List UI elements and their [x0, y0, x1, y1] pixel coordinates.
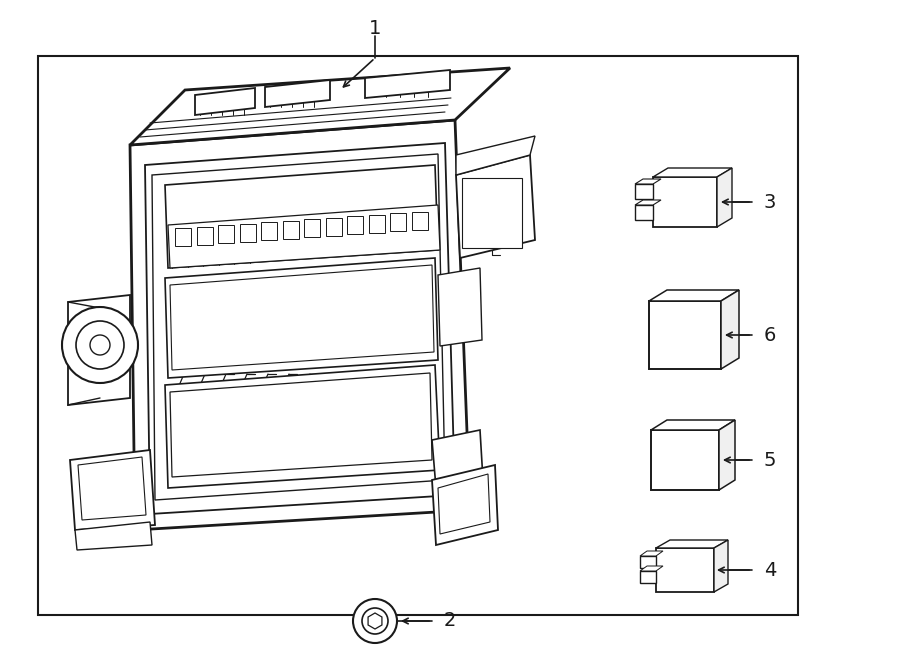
Polygon shape [649, 290, 739, 301]
Polygon shape [456, 136, 535, 175]
Circle shape [353, 599, 397, 643]
Polygon shape [635, 179, 661, 184]
Polygon shape [651, 430, 719, 490]
Polygon shape [265, 80, 330, 107]
Bar [390, 213, 406, 231]
Polygon shape [152, 154, 445, 500]
Circle shape [362, 608, 388, 634]
Polygon shape [656, 548, 714, 592]
Polygon shape [640, 556, 656, 568]
Polygon shape [635, 184, 653, 199]
Polygon shape [130, 68, 510, 145]
Polygon shape [165, 365, 440, 488]
Polygon shape [640, 551, 663, 556]
Text: 4: 4 [764, 561, 776, 579]
Polygon shape [165, 258, 438, 378]
Polygon shape [70, 450, 155, 530]
Bar [196, 226, 212, 244]
Polygon shape [165, 165, 438, 268]
Polygon shape [365, 70, 450, 98]
Polygon shape [653, 168, 732, 177]
Polygon shape [649, 301, 721, 369]
Polygon shape [130, 120, 470, 530]
Polygon shape [168, 205, 440, 268]
Polygon shape [456, 155, 535, 258]
Text: 3: 3 [764, 193, 776, 211]
Polygon shape [438, 268, 482, 346]
Polygon shape [170, 265, 434, 370]
Bar [38, 56, 798, 615]
Text: 6: 6 [764, 326, 776, 344]
Bar [283, 220, 299, 238]
Polygon shape [640, 571, 656, 583]
Bar [218, 225, 234, 243]
Polygon shape [656, 540, 728, 548]
Bar [347, 216, 363, 234]
Polygon shape [438, 474, 490, 534]
Text: 2: 2 [444, 612, 456, 630]
Text: 5: 5 [764, 451, 776, 469]
Bar [261, 222, 277, 240]
Polygon shape [721, 290, 739, 369]
Polygon shape [651, 420, 735, 430]
Bar [239, 224, 256, 242]
Polygon shape [432, 430, 483, 488]
Circle shape [76, 321, 124, 369]
Polygon shape [432, 465, 498, 545]
Circle shape [62, 307, 138, 383]
Polygon shape [635, 200, 661, 205]
Text: 1: 1 [369, 19, 382, 38]
Polygon shape [653, 177, 717, 227]
Polygon shape [145, 143, 455, 514]
Polygon shape [640, 566, 663, 571]
Bar [462, 178, 522, 248]
Bar [368, 214, 384, 232]
Polygon shape [68, 295, 130, 405]
Polygon shape [368, 613, 382, 629]
Polygon shape [714, 540, 728, 592]
Polygon shape [78, 457, 146, 520]
Bar [175, 228, 191, 246]
Polygon shape [719, 420, 735, 490]
Polygon shape [635, 205, 653, 220]
Polygon shape [717, 168, 732, 227]
Bar [304, 219, 320, 237]
Polygon shape [170, 373, 432, 477]
Bar [411, 211, 428, 230]
Polygon shape [75, 522, 152, 550]
Circle shape [90, 335, 110, 355]
Bar [326, 218, 341, 236]
Polygon shape [195, 88, 255, 115]
